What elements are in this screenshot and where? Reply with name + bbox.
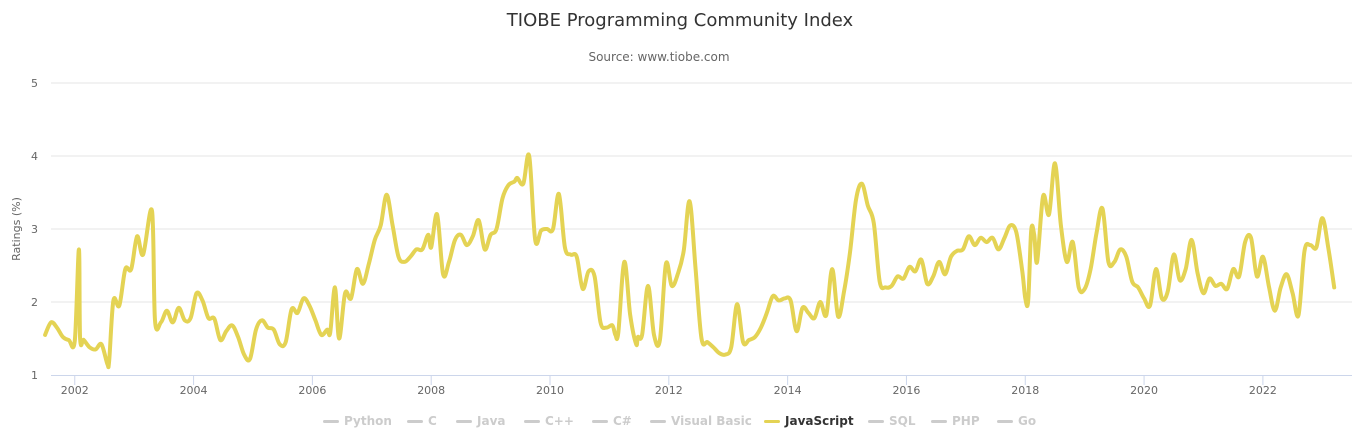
series-line-javascript[interactable] [43, 152, 1337, 370]
series-group [43, 152, 1337, 370]
legend-swatch [931, 419, 947, 423]
legend-swatch [323, 419, 339, 423]
x-tick-label: 2016 [892, 384, 920, 397]
x-tick-label: 2012 [655, 384, 683, 397]
y-tick-label: 3 [31, 223, 38, 236]
legend-label: SQL [889, 414, 916, 428]
x-axis [51, 375, 1352, 385]
legend-label: C# [613, 414, 632, 428]
legend-label: Visual Basic [671, 414, 752, 428]
legend-item[interactable]: C++ [524, 413, 574, 429]
legend-item[interactable]: JavaScript [764, 413, 854, 429]
y-tick-label: 4 [31, 150, 38, 163]
x-tick-label: 2014 [774, 384, 802, 397]
x-tick-label: 2018 [1011, 384, 1039, 397]
legend: Python C Java C++ C# Visual Basic JavaScript SQ… [0, 413, 1360, 429]
legend-item[interactable]: Visual Basic [650, 413, 752, 429]
x-tick-label: 2004 [180, 384, 208, 397]
y-tick-label: 2 [31, 296, 38, 309]
legend-label: Python [344, 414, 392, 428]
legend-label: Go [1018, 414, 1037, 428]
legend-label: C [428, 414, 437, 428]
chart-subtitle: Source: www.tiobe.com [588, 50, 730, 64]
legend-swatch [764, 419, 780, 423]
y-tick-label: 5 [31, 77, 38, 90]
x-tick-label: 2020 [1130, 384, 1158, 397]
legend-label: JavaScript [785, 414, 854, 428]
legend-item[interactable]: C# [592, 413, 632, 429]
y-tick-label: 1 [31, 369, 38, 382]
legend-item[interactable]: Java [456, 413, 505, 429]
y-axis-label: Ratings (%) [10, 197, 23, 261]
x-tick-label: 2010 [536, 384, 564, 397]
legend-swatch [524, 419, 540, 423]
x-tick-label: 2022 [1249, 384, 1277, 397]
legend-swatch [868, 419, 884, 423]
legend-swatch [650, 419, 666, 423]
y-tick-labels: 1 2 3 4 5 [31, 77, 38, 382]
legend-label: Java [477, 414, 506, 428]
legend-item[interactable]: Python [323, 413, 392, 429]
chart-title: TIOBE Programming Community Index [506, 10, 854, 31]
legend-swatch [407, 419, 423, 423]
legend-swatch [592, 419, 608, 423]
x-tick-labels: 2002 2004 2006 2008 2010 2012 2014 2016 2018 2020… [61, 384, 1277, 397]
legend-swatch [997, 419, 1013, 423]
legend-label: C++ [545, 414, 574, 428]
legend-item[interactable]: SQL [868, 413, 916, 429]
legend-swatch [456, 419, 472, 423]
legend-label: PHP [952, 414, 980, 428]
x-tick-label: 2008 [417, 384, 445, 397]
x-tick-label: 2002 [61, 384, 89, 397]
legend-item[interactable]: C [407, 413, 437, 429]
legend-item[interactable]: PHP [931, 413, 980, 429]
x-tick-label: 2006 [298, 384, 326, 397]
y-gridlines [51, 82, 1352, 303]
legend-item[interactable]: Go [997, 413, 1036, 429]
